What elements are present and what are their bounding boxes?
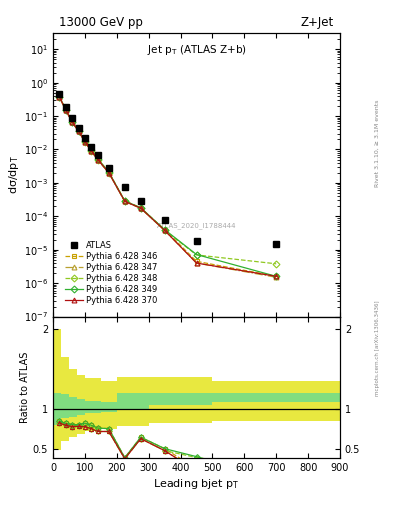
Pythia 6.428 346 xyxy=(107,169,111,175)
Pythia 6.428 346 xyxy=(89,147,94,153)
ATLAS xyxy=(57,91,62,97)
Pythia 6.428 348 xyxy=(274,261,279,267)
Pythia 6.428 347 xyxy=(194,260,199,266)
ATLAS xyxy=(95,152,100,158)
Pythia 6.428 349 xyxy=(63,106,68,113)
Pythia 6.428 346 xyxy=(76,128,81,134)
Pythia 6.428 370 xyxy=(57,94,62,100)
Pythia 6.428 370 xyxy=(162,227,167,233)
Pythia 6.428 349 xyxy=(194,251,199,258)
Pythia 6.428 348 xyxy=(138,205,143,211)
Text: 13000 GeV pp: 13000 GeV pp xyxy=(59,16,143,29)
Pythia 6.428 346 xyxy=(138,205,143,211)
Pythia 6.428 348 xyxy=(57,94,62,100)
Pythia 6.428 348 xyxy=(76,128,81,134)
Pythia 6.428 346 xyxy=(162,226,167,232)
ATLAS xyxy=(162,217,167,223)
Pythia 6.428 370 xyxy=(70,119,75,125)
Line: Pythia 6.428 348: Pythia 6.428 348 xyxy=(57,95,279,266)
Pythia 6.428 370 xyxy=(138,205,143,211)
Pythia 6.428 348 xyxy=(95,157,100,163)
Pythia 6.428 347 xyxy=(95,157,100,163)
Pythia 6.428 348 xyxy=(107,170,111,176)
Pythia 6.428 347 xyxy=(57,94,62,100)
Pythia 6.428 346 xyxy=(274,273,279,280)
Pythia 6.428 347 xyxy=(76,128,81,134)
Pythia 6.428 370 xyxy=(107,170,111,176)
Line: Pythia 6.428 349: Pythia 6.428 349 xyxy=(57,94,279,279)
Pythia 6.428 347 xyxy=(83,139,87,145)
Y-axis label: Ratio to ATLAS: Ratio to ATLAS xyxy=(20,352,30,423)
Pythia 6.428 370 xyxy=(83,139,87,145)
Pythia 6.428 346 xyxy=(194,258,199,264)
Text: mcplots.cern.ch [arXiv:1306.3436]: mcplots.cern.ch [arXiv:1306.3436] xyxy=(375,301,380,396)
Pythia 6.428 370 xyxy=(89,148,94,154)
Pythia 6.428 348 xyxy=(83,139,87,145)
Text: Jet p$_T$ (ATLAS Z+b): Jet p$_T$ (ATLAS Z+b) xyxy=(147,43,246,57)
Line: Pythia 6.428 347: Pythia 6.428 347 xyxy=(57,95,279,280)
Pythia 6.428 349 xyxy=(57,94,62,100)
Pythia 6.428 346 xyxy=(70,119,75,125)
Pythia 6.428 346 xyxy=(123,198,127,204)
Pythia 6.428 349 xyxy=(138,205,143,211)
Pythia 6.428 347 xyxy=(70,119,75,125)
ATLAS xyxy=(123,184,127,190)
Pythia 6.428 348 xyxy=(194,252,199,258)
Legend: ATLAS, Pythia 6.428 346, Pythia 6.428 347, Pythia 6.428 348, Pythia 6.428 349, P: ATLAS, Pythia 6.428 346, Pythia 6.428 34… xyxy=(63,239,159,307)
Pythia 6.428 349 xyxy=(89,147,94,153)
ATLAS xyxy=(107,165,111,171)
ATLAS xyxy=(194,238,199,244)
Y-axis label: dσ/dp$_T$: dσ/dp$_T$ xyxy=(7,156,21,195)
Pythia 6.428 347 xyxy=(63,107,68,113)
Pythia 6.428 348 xyxy=(63,107,68,113)
Pythia 6.428 349 xyxy=(274,273,279,280)
Pythia 6.428 370 xyxy=(63,107,68,113)
Pythia 6.428 348 xyxy=(70,119,75,125)
Line: Pythia 6.428 346: Pythia 6.428 346 xyxy=(57,94,279,279)
Pythia 6.428 346 xyxy=(57,94,62,100)
Pythia 6.428 346 xyxy=(95,156,100,162)
Pythia 6.428 347 xyxy=(123,198,127,204)
Pythia 6.428 370 xyxy=(76,128,81,134)
Pythia 6.428 346 xyxy=(83,138,87,144)
ATLAS xyxy=(89,144,94,150)
Pythia 6.428 370 xyxy=(274,273,279,280)
Pythia 6.428 370 xyxy=(194,260,199,266)
Pythia 6.428 349 xyxy=(83,138,87,144)
ATLAS xyxy=(76,124,81,131)
Text: Z+Jet: Z+Jet xyxy=(301,16,334,29)
Line: Pythia 6.428 370: Pythia 6.428 370 xyxy=(57,95,279,279)
Pythia 6.428 370 xyxy=(123,198,127,204)
X-axis label: Leading bjet p$_T$: Leading bjet p$_T$ xyxy=(153,477,240,492)
ATLAS xyxy=(63,103,68,110)
Pythia 6.428 347 xyxy=(107,170,111,176)
ATLAS xyxy=(83,135,87,141)
Text: Rivet 3.1.10, ≥ 3.1M events: Rivet 3.1.10, ≥ 3.1M events xyxy=(375,100,380,187)
Pythia 6.428 349 xyxy=(107,169,111,175)
Pythia 6.428 348 xyxy=(123,198,127,204)
Pythia 6.428 349 xyxy=(162,226,167,232)
Pythia 6.428 347 xyxy=(89,148,94,154)
Text: ATLAS_2020_I1788444: ATLAS_2020_I1788444 xyxy=(157,222,236,229)
Pythia 6.428 346 xyxy=(63,106,68,113)
Pythia 6.428 347 xyxy=(274,274,279,281)
Pythia 6.428 347 xyxy=(162,227,167,233)
Pythia 6.428 347 xyxy=(138,205,143,211)
Pythia 6.428 348 xyxy=(89,148,94,154)
ATLAS xyxy=(70,115,75,121)
Pythia 6.428 349 xyxy=(76,128,81,134)
Pythia 6.428 349 xyxy=(95,156,100,162)
ATLAS xyxy=(138,198,143,204)
ATLAS xyxy=(274,241,279,247)
Pythia 6.428 349 xyxy=(123,198,127,204)
Pythia 6.428 370 xyxy=(95,157,100,163)
Pythia 6.428 349 xyxy=(70,119,75,125)
Line: ATLAS: ATLAS xyxy=(56,91,280,247)
Pythia 6.428 348 xyxy=(162,227,167,233)
